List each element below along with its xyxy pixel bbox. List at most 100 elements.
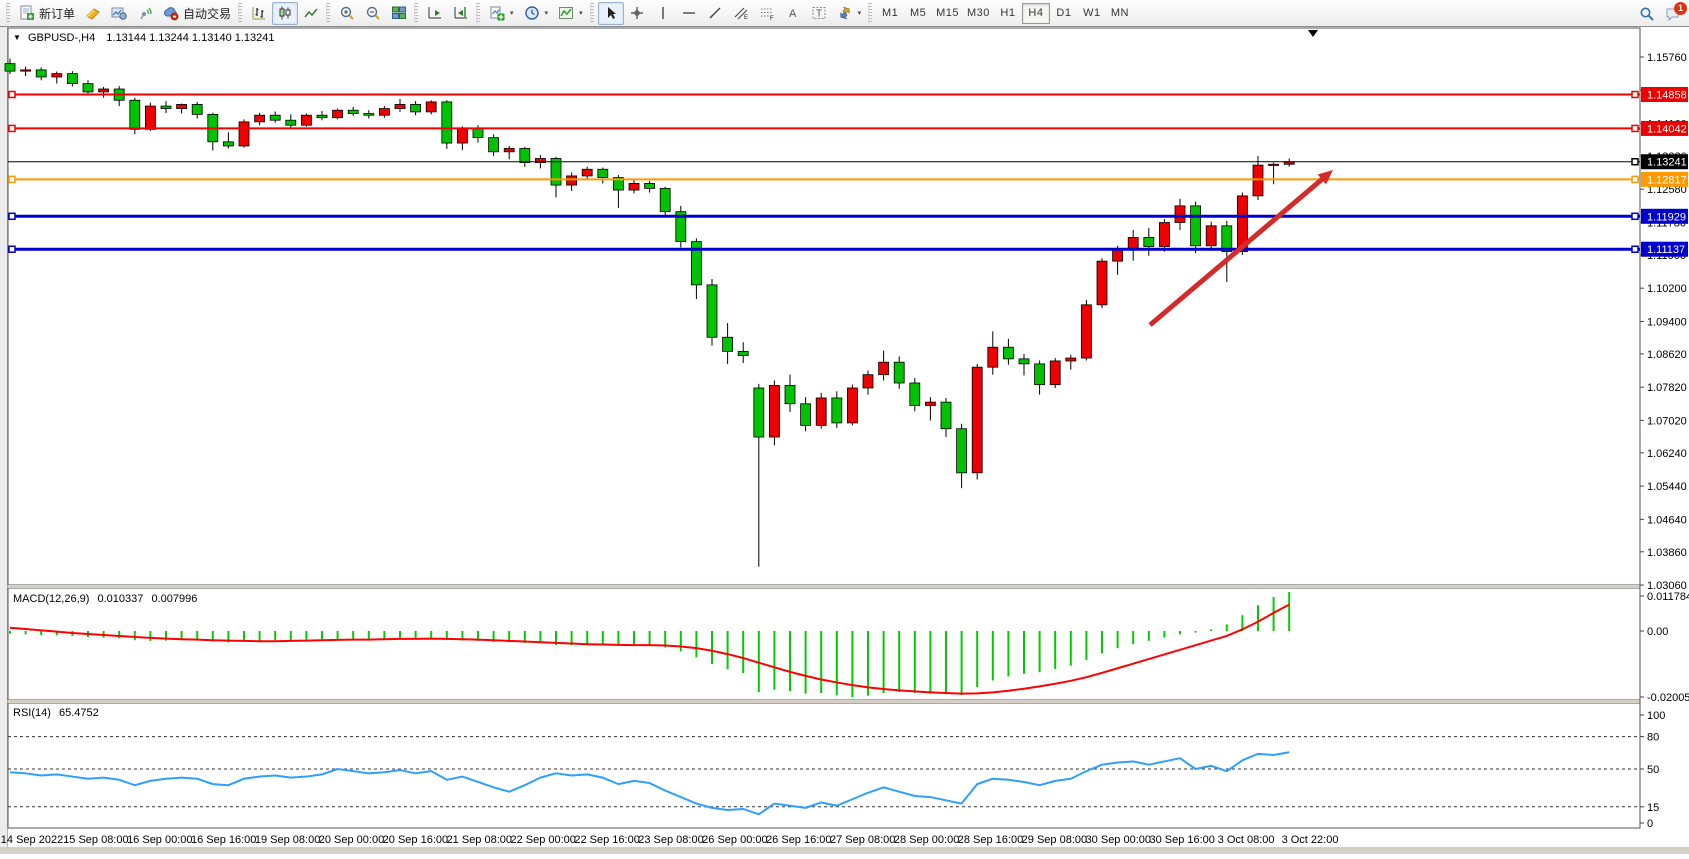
macd-panel[interactable]: [7, 587, 1641, 701]
text-label-tool-button[interactable]: T: [806, 2, 832, 25]
new-order-icon: [20, 5, 34, 20]
channel-tool-button[interactable]: E: [728, 2, 754, 25]
new-chart-button[interactable]: ▾: [484, 2, 519, 25]
svg-text:E: E: [744, 15, 748, 21]
cursor-tool-button[interactable]: [597, 1, 624, 25]
timeframe-m15-button[interactable]: M15: [936, 7, 959, 19]
text-tool-button[interactable]: A: [780, 2, 806, 25]
candle-body: [831, 397, 843, 424]
bar-chart-button[interactable]: [246, 2, 272, 25]
candle-body: [1003, 346, 1014, 360]
rsi-axis-label: 100: [1647, 710, 1665, 722]
line-handle[interactable]: [8, 245, 16, 253]
price-tick-label: 1.15760: [1647, 52, 1687, 64]
candle-body: [1018, 358, 1030, 365]
main-price-panel[interactable]: [7, 27, 1641, 586]
timeframe-m1-button[interactable]: M1: [881, 7, 899, 19]
toolbar-group-handle[interactable]: [414, 3, 419, 23]
periods-button[interactable]: ▾: [519, 2, 554, 25]
rsi-panel[interactable]: [7, 702, 1641, 829]
rsi-group: 100 80 50 15 0: [8, 710, 1665, 830]
trend-arrow-line[interactable]: [1148, 174, 1327, 327]
autotrading-button[interactable]: 自动交易: [158, 2, 236, 25]
trendline-icon: [709, 7, 721, 19]
notifications-button[interactable]: 1: [1665, 1, 1687, 22]
crosshair-tool-button[interactable]: [624, 2, 650, 25]
timeframe-m30-button[interactable]: M30: [967, 7, 990, 19]
candle-body: [129, 99, 141, 130]
candle-body: [472, 127, 484, 139]
line-handle[interactable]: [8, 124, 16, 133]
vertical-line-tool-button[interactable]: [650, 2, 676, 25]
candle-body: [644, 183, 655, 189]
panel-splitter[interactable]: [8, 700, 1640, 703]
candle-body: [82, 83, 94, 93]
timeframe-h4-button[interactable]: H4: [1021, 2, 1050, 24]
auto-scroll-button[interactable]: [422, 2, 448, 25]
rsi-name: RSI(14): [13, 707, 51, 719]
market-watch-button[interactable]: [80, 2, 106, 25]
toolbar-group-handle[interactable]: [476, 3, 481, 23]
timeframe-h1-button[interactable]: H1: [1000, 7, 1016, 19]
timeframe-mn-button[interactable]: MN: [1110, 7, 1129, 19]
toolbar-group-handle[interactable]: [326, 3, 331, 23]
price-tick-label: 1.07820: [1647, 382, 1687, 394]
timeframe-d1-button[interactable]: D1: [1056, 7, 1072, 19]
candle-body: [332, 109, 344, 119]
arrows-tool-button[interactable]: ▾: [832, 2, 867, 25]
chart-shift-button[interactable]: [448, 2, 474, 25]
zoom-in-button[interactable]: [334, 2, 360, 25]
candle-body: [425, 101, 437, 113]
date-label: 19 Sep 08:00: [255, 834, 320, 846]
zoom-out-button[interactable]: [360, 2, 386, 25]
chart-title-collapse-icon[interactable]: ▼: [13, 33, 21, 42]
timeframe-m5-button[interactable]: M5: [909, 7, 927, 19]
tile-windows-button[interactable]: [386, 2, 412, 25]
line-handle[interactable]: [8, 175, 16, 184]
candle-body: [238, 121, 250, 147]
toolbar-group-handle[interactable]: [868, 3, 873, 23]
candle-body: [35, 69, 47, 78]
candle-body: [410, 104, 422, 113]
navigator-button[interactable]: [106, 2, 132, 25]
toolbar-group-handle[interactable]: [238, 3, 243, 23]
candle-body: [925, 401, 936, 406]
horizontal-line-tool-button[interactable]: [676, 2, 702, 25]
panel-splitter[interactable]: [8, 585, 1640, 588]
indicators-button[interactable]: ▾: [553, 2, 588, 25]
chart-shift-marker[interactable]: [1308, 30, 1318, 37]
trendline-tool-button[interactable]: [702, 2, 728, 25]
line-handle[interactable]: [8, 90, 16, 99]
date-label: 28 Sep 00:00: [894, 834, 959, 846]
chart-symbol-period: GBPUSD-,H4: [27, 32, 96, 44]
candle-body: [956, 428, 967, 474]
line-chart-button[interactable]: [298, 2, 324, 25]
new-order-button[interactable]: 新订单: [14, 2, 80, 25]
date-label: 30 Sep 00:00: [1086, 834, 1151, 846]
periods-dropdown-arrow: ▾: [544, 10, 549, 17]
chart-title[interactable]: ▼ GBPUSD-,H4 1.13144 1.13244 1.13140 1.1…: [13, 32, 275, 44]
line-chart-icon: [304, 8, 318, 18]
candle-body: [659, 187, 671, 213]
periods-clock-icon: [524, 6, 539, 20]
line-handle[interactable]: [8, 212, 16, 221]
text-icon: A: [789, 8, 797, 20]
candle-body: [394, 104, 406, 109]
candlestick-chart-button[interactable]: [272, 1, 299, 25]
toolbar-drag-handle[interactable]: [6, 3, 10, 23]
search-icon[interactable]: [1639, 6, 1655, 22]
signals-button[interactable]: [132, 2, 158, 25]
candle-body: [1034, 363, 1045, 386]
toolbar-group-handle[interactable]: [589, 3, 594, 23]
fibonacci-tool-button[interactable]: F: [754, 2, 780, 25]
date-label: 20 Sep 16:00: [383, 834, 448, 846]
trend-arrow-head[interactable]: [1317, 170, 1333, 185]
timeframe-w1-button[interactable]: W1: [1083, 7, 1101, 19]
date-label: 26 Sep 00:00: [702, 834, 767, 846]
candle-body: [550, 158, 562, 186]
candle-body: [535, 158, 546, 164]
macd-axis-label: -0.020054: [1647, 692, 1689, 704]
candle-body: [737, 350, 749, 356]
navigator-icon: [111, 7, 127, 20]
